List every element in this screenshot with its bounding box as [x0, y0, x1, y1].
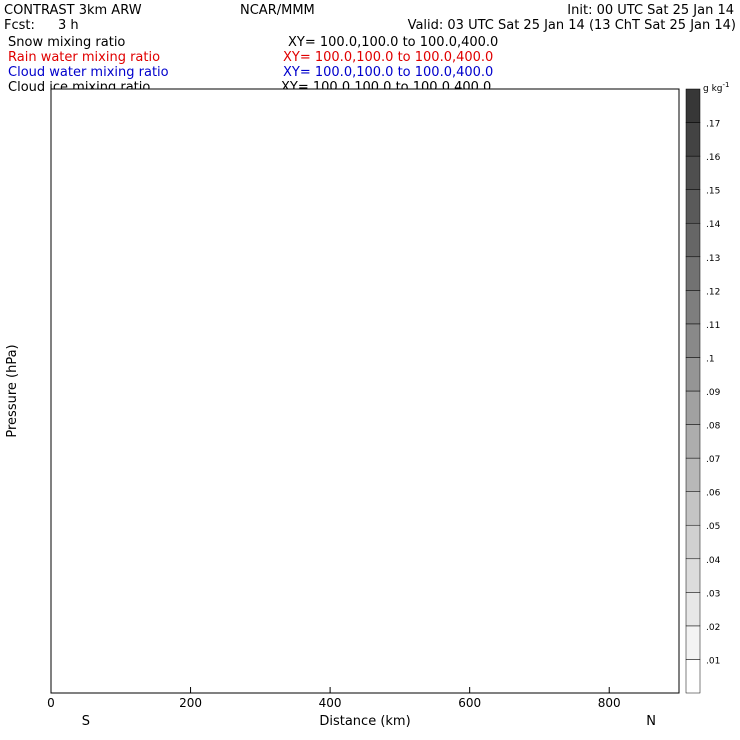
colorbar-label: .01 — [706, 656, 720, 666]
colorbar-cell — [685, 256, 701, 291]
north-end-label: N — [646, 714, 656, 729]
colorbar-cell — [685, 592, 701, 627]
colorbar-cell — [685, 189, 701, 224]
colorbar-cell — [685, 424, 701, 459]
colorbar-label: .13 — [706, 254, 720, 264]
colorbar-label: .14 — [706, 220, 721, 230]
model-center: NCAR/MMM — [240, 3, 315, 18]
colorbar-label: .02 — [706, 623, 720, 633]
plot-title: CONTRAST 3km ARW — [4, 3, 142, 18]
plot-area — [50, 88, 680, 694]
forecast-value: 3 h — [58, 18, 79, 33]
colorbar-label: .11 — [706, 321, 720, 331]
x-tick-label: 0 — [47, 696, 55, 710]
field-xy-rain: XY= 100.0,100.0 to 100.0,400.0 — [283, 50, 494, 65]
x-tick-label: 800 — [598, 696, 621, 710]
valid-time: Valid: 03 UTC Sat 25 Jan 14 (13 ChT Sat … — [407, 18, 736, 33]
x-tick-label: 200 — [179, 696, 202, 710]
colorbar-cell — [685, 491, 701, 526]
colorbar-label: .07 — [706, 455, 720, 465]
colorbar-cell — [685, 290, 701, 325]
field-name-cloud-water: Cloud water mixing ratio — [8, 65, 169, 80]
colorbar-cell — [685, 88, 701, 123]
colorbar-label: .16 — [706, 153, 721, 163]
field-xy-snow: XY= 100.0,100.0 to 100.0,400.0 — [288, 35, 499, 50]
colorbar-label: .09 — [706, 388, 721, 398]
colorbar-label: .03 — [706, 589, 720, 599]
x-tick-label: 400 — [319, 696, 342, 710]
x-tick-label: 600 — [458, 696, 481, 710]
colorbar-cell — [685, 390, 701, 425]
colorbar-cell — [685, 558, 701, 593]
colorbar-label: .08 — [706, 422, 721, 432]
colorbar-cell — [685, 155, 701, 190]
colorbar-cell — [685, 457, 701, 492]
colorbar-label: .17 — [706, 120, 720, 130]
field-xy-cloud-water: XY= 100.0,100.0 to 100.0,400.0 — [283, 65, 494, 80]
forecast-label: Fcst: — [4, 18, 35, 33]
field-name-snow: Snow mixing ratio — [8, 35, 126, 50]
colorbar-cell — [685, 659, 701, 694]
field-name-rain: Rain water mixing ratio — [8, 50, 161, 65]
south-end-label: S — [82, 714, 90, 729]
colorbar-label: .15 — [706, 187, 720, 197]
colorbar-label: .04 — [706, 556, 721, 566]
x-axis-label: Distance (km) — [319, 714, 410, 729]
colorbar-label: .1 — [706, 354, 715, 364]
init-time: Init: 00 UTC Sat 25 Jan 14 — [567, 3, 734, 18]
colorbar-label: .05 — [706, 522, 720, 532]
colorbar-cell — [685, 625, 701, 660]
colorbar-cell — [685, 524, 701, 560]
colorbar-cell — [685, 323, 701, 358]
colorbar-label: .12 — [706, 287, 720, 297]
colorbar-cell — [685, 222, 701, 258]
colorbar-cell — [685, 357, 701, 392]
colorbar-unit: g kg-1 — [703, 81, 729, 94]
y-axis-label: Pressure (hPa) — [5, 344, 20, 437]
colorbar-label: .06 — [706, 489, 721, 499]
colorbar-cell — [685, 122, 701, 157]
